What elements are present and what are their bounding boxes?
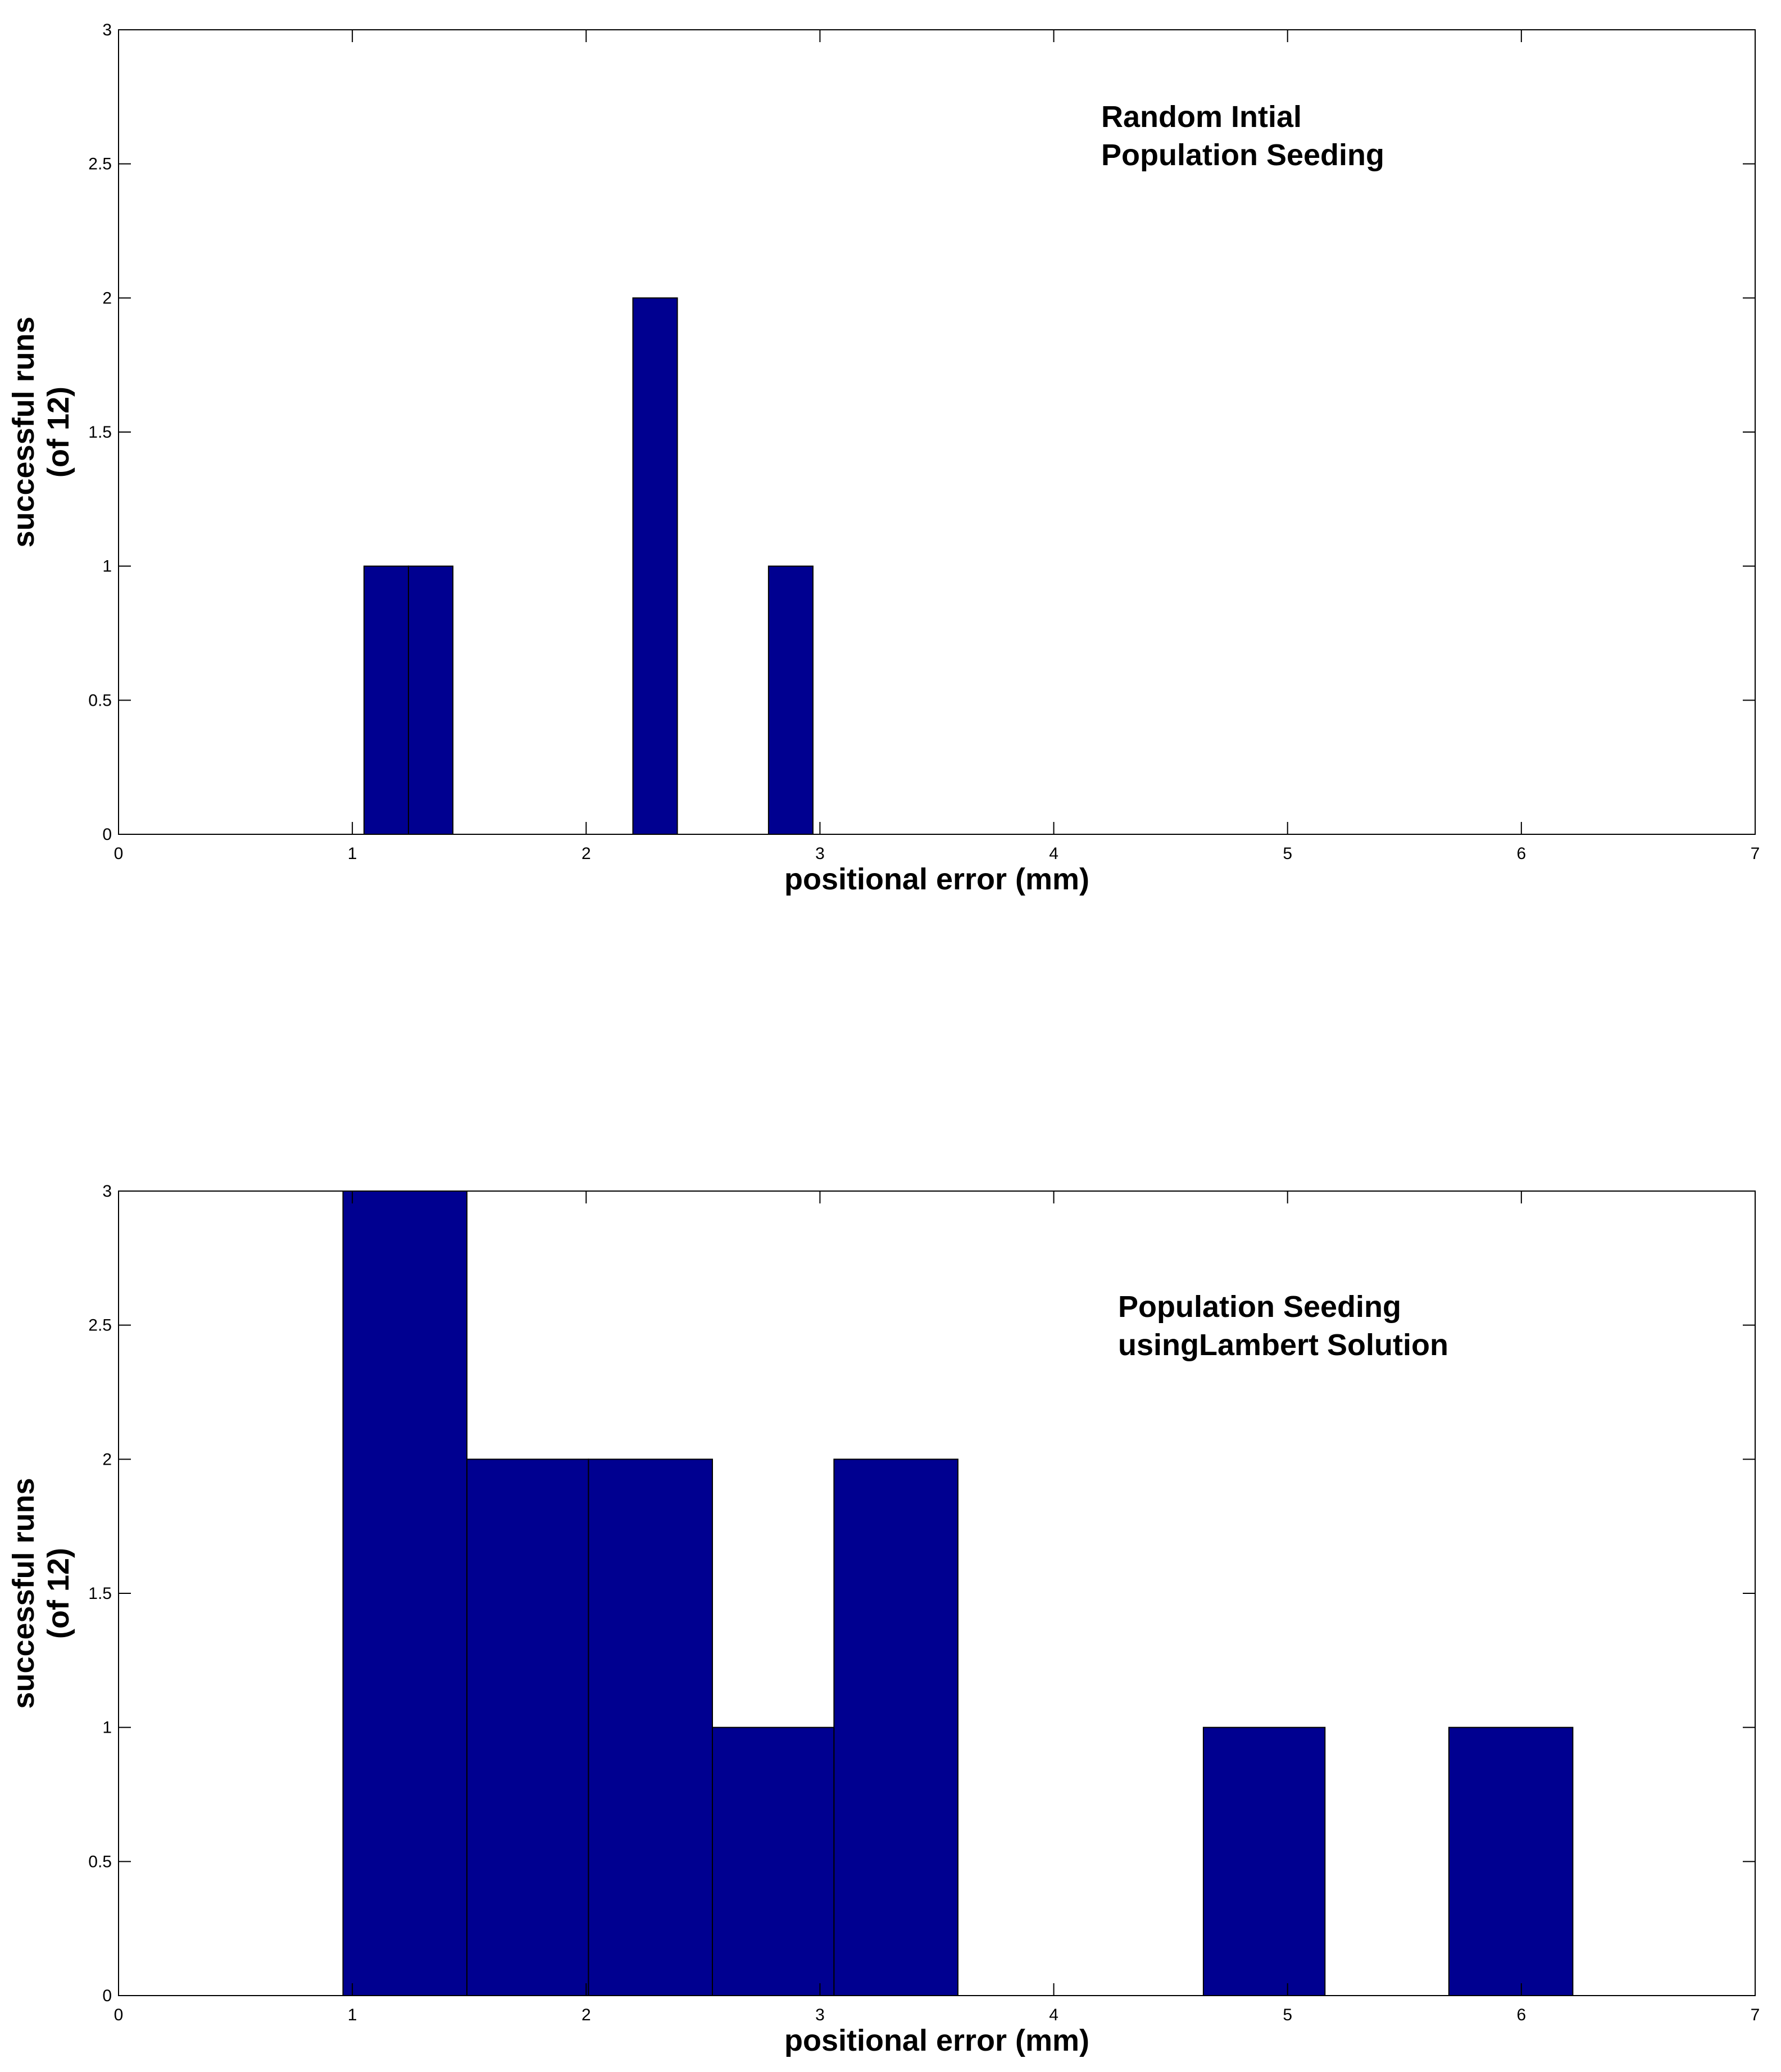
x-tick-label-3: 3	[815, 844, 825, 863]
x-tick-label-0: 0	[114, 2006, 124, 2024]
x-tick-label-5: 5	[1283, 2006, 1292, 2024]
y-tick-label-1-5: 1.5	[88, 1584, 112, 1603]
x-tick-label-1: 1	[348, 844, 357, 863]
y-axis-label: successful runs (of 12)	[7, 1478, 75, 1709]
y-tick-label-3: 3	[102, 21, 112, 39]
x-tick-label-7: 7	[1751, 2006, 1760, 2024]
bar-2	[466, 1458, 589, 1996]
bar-7	[1448, 1726, 1574, 1997]
y-tick-label-2: 2	[102, 1450, 112, 1469]
bar-1	[342, 1191, 468, 1996]
bar-5	[833, 1458, 958, 1996]
bar-6	[1202, 1726, 1326, 1997]
y-axis-label-line-2: (of 12)	[42, 1548, 75, 1639]
bar-3	[632, 297, 678, 835]
x-axis-label: positional error (mm)	[784, 2024, 1089, 2057]
x-tick-label-2: 2	[581, 2006, 591, 2024]
x-tick-label-6: 6	[1517, 2006, 1526, 2024]
x-tick-label-4: 4	[1049, 2006, 1058, 2024]
bar-4	[767, 565, 814, 835]
bar-2	[408, 565, 454, 835]
annotation-line-2: Population Seeding	[1101, 138, 1384, 172]
y-tick-label-2: 2	[102, 289, 112, 307]
y-tick-label-1: 1	[102, 1719, 112, 1737]
y-tick-label-0-5: 0.5	[88, 691, 112, 710]
bar-1	[363, 565, 410, 835]
x-tick-label-7: 7	[1751, 844, 1760, 863]
y-axis-label-line-1: successful runs	[7, 316, 40, 547]
y-axis-label: successful runs (of 12)	[7, 316, 75, 547]
annotation-line-1: Random Intial	[1101, 100, 1302, 134]
y-tick-label-0-5: 0.5	[88, 1852, 112, 1871]
x-tick-label-5: 5	[1283, 844, 1292, 863]
annotation-line-1: Population Seeding	[1118, 1290, 1401, 1324]
bar-3	[588, 1458, 714, 1996]
y-axis-label-line-1: successful runs	[7, 1478, 40, 1709]
y-axis-label-line-2: (of 12)	[42, 387, 75, 478]
x-axis-label: positional error (mm)	[784, 862, 1089, 896]
y-tick-label-0: 0	[102, 1987, 112, 2005]
y-tick-label-2-5: 2.5	[88, 155, 112, 174]
x-tick-label-4: 4	[1049, 844, 1058, 863]
y-tick-label-2-5: 2.5	[88, 1316, 112, 1335]
x-tick-label-3: 3	[815, 2006, 825, 2024]
x-tick-label-1: 1	[348, 2006, 357, 2024]
y-tick-label-1-5: 1.5	[88, 423, 112, 442]
chart-annotation: Population Seeding usingLambert Solution	[1118, 1290, 1448, 1362]
x-tick-label-6: 6	[1517, 844, 1526, 863]
y-tick-label-3: 3	[102, 1182, 112, 1201]
y-tick-label-0: 0	[102, 825, 112, 844]
annotation-line-2: usingLambert Solution	[1118, 1328, 1448, 1362]
y-tick-label-1: 1	[102, 557, 112, 576]
bar-4	[712, 1726, 835, 1997]
chart-annotation: Random Intial Population Seeding	[1101, 100, 1384, 172]
x-tick-label-0: 0	[114, 844, 124, 863]
x-tick-label-2: 2	[581, 844, 591, 863]
